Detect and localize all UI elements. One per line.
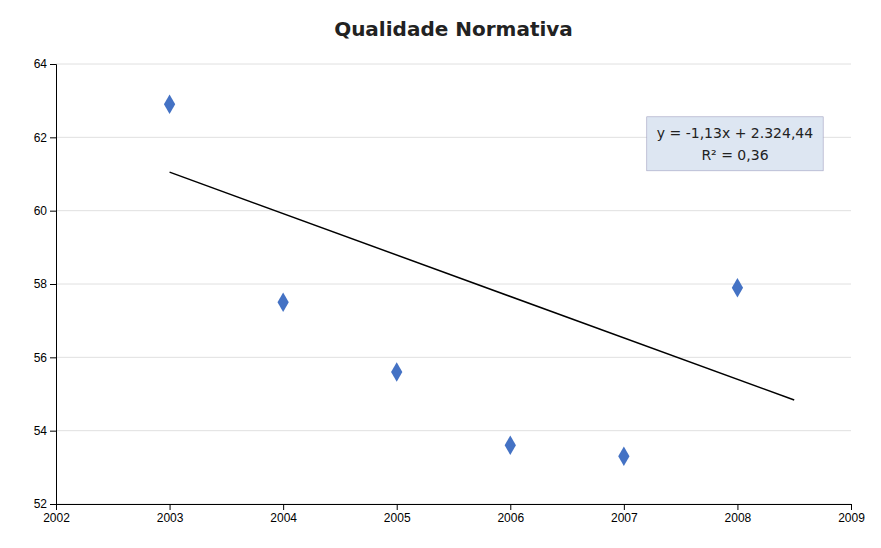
y-axis-tick-mark [50,137,56,138]
x-axis-tick-mark [397,504,398,510]
y-axis-tick-mark [50,64,56,65]
y-axis-tick-label: 62 [34,131,48,145]
y-axis-tick: 52 [34,497,56,511]
y-axis-tick: 56 [34,351,56,365]
y-axis: 52 54 56 58 60 62 64 [34,57,57,511]
x-axis-tick-label: 2007 [611,511,638,525]
y-axis-tick-label: 54 [34,424,48,438]
grid-line [56,210,851,211]
y-axis-domain [50,65,57,505]
x-axis-tick-mark [851,504,852,510]
x-axis-tick: 2006 [497,504,524,525]
x-axis-tick: 2007 [611,504,638,525]
y-axis-tick: 58 [34,277,56,291]
x-axis-tick: 2003 [157,504,184,525]
x-axis-tick: 2009 [838,504,865,525]
chart: 2002 2003 2004 2005 2006 2007 2008 2009 52 54 56 58… [0,0,881,548]
x-axis: 2002 2003 2004 2005 2006 2007 2008 2009 [43,504,865,525]
y-axis-tick: 54 [34,424,56,438]
y-axis-tick-mark [50,357,56,358]
y-axis-tick: 64 [34,57,56,71]
point [732,278,743,298]
y-axis-tick-mark [50,431,56,432]
x-axis-tick: 2008 [725,504,752,525]
x-axis-tick-mark [170,504,171,510]
point [391,362,402,382]
annotation: y = -1,13x + 2.324,44 R² = 0,36 [647,117,823,171]
x-axis-tick-label: 2003 [157,511,184,525]
annotation-box [647,117,823,171]
grid-line [56,64,851,65]
y-axis-tick-label: 60 [34,204,48,218]
y-axis-tick-label: 58 [34,277,48,291]
trendline [170,172,795,400]
x-axis-tick-mark [624,504,625,510]
title: Qualidade Normativa [334,17,573,41]
x-axis-tick-label: 2009 [838,511,865,525]
x-axis-tick-label: 2006 [497,511,524,525]
x-axis-tick-label: 2005 [384,511,411,525]
y-axis-tick-mark [50,211,56,212]
y-axis-tick-mark [50,284,56,285]
y-axis-tick-mark [50,504,56,505]
y-axis-tick: 62 [34,131,56,145]
point [505,436,516,456]
point [278,293,289,313]
y-axis-tick-label: 52 [34,497,48,511]
plot: 2002 2003 2004 2005 2006 2007 2008 2009 52 54 56 58… [34,57,866,524]
x-axis-tick: 2004 [270,504,297,525]
grid-line [56,284,851,285]
x-axis-tick-mark [283,504,284,510]
x-axis-tick-mark [510,504,511,510]
x-axis-tick: 2002 [43,504,70,525]
y-axis-tick-label: 56 [34,351,48,365]
x-axis-tick: 2005 [384,504,411,525]
x-axis-tick-label: 2004 [270,511,297,525]
annotation-text: R² = 0,36 [701,147,768,163]
point [164,95,175,115]
grid [56,64,851,504]
x-axis-tick-mark [737,504,738,510]
grid-line [56,357,851,358]
x-axis-tick-label: 2008 [725,511,752,525]
point [618,447,629,467]
x-axis-domain [57,505,852,511]
y-axis-tick: 60 [34,204,56,218]
x-axis-tick-label: 2002 [43,511,70,525]
y-axis-tick-label: 64 [34,57,48,71]
grid-line [56,430,851,431]
annotation-text: y = -1,13x + 2.324,44 [657,125,813,141]
